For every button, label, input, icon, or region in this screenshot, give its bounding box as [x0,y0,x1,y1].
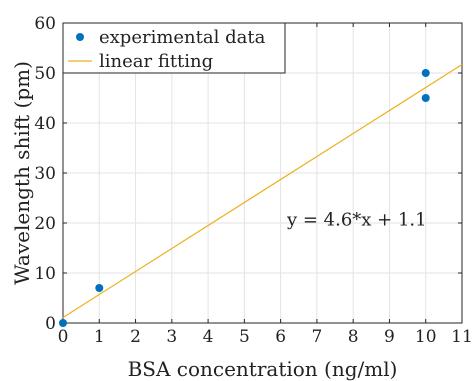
x-tick-label: 8 [348,327,359,347]
x-tick-label: 9 [384,327,395,347]
data-point [421,69,430,77]
y-tick-label: 50 [34,64,56,84]
x-tick-label: 10 [415,327,437,347]
legend: experimental data linear fitting [62,22,286,74]
x-tick-label: 7 [311,327,322,347]
y-tick-label: 60 [34,14,56,34]
x-tick-label: 1 [94,327,105,347]
annotations: y = 4.6*x + 1.1 [286,210,427,231]
y-tick-label: 0 [45,314,56,334]
y-axis-label: Wavelength shift (pm) [10,61,34,285]
legend-box [62,22,286,74]
x-tick-label: 3 [166,327,177,347]
x-tick-label: 5 [239,327,250,347]
x-axis-ticks: 0 1 2 3 4 5 6 7 8 9 10 11 [58,23,473,347]
data-point [421,94,430,102]
data-point [95,284,104,292]
y-axis-ticks: 0 10 20 30 40 50 60 [34,14,462,334]
x-axis-label: BSA concentration (ng/ml) [128,357,398,381]
data-point [59,319,67,327]
legend-marker-experimental-data [76,33,84,41]
fit-line [62,63,463,319]
legend-label-linear-fitting: linear fitting [99,51,213,72]
y-tick-label: 20 [34,214,56,234]
fit-line-group [62,63,463,319]
x-tick-label: 2 [130,327,141,347]
legend-label-experimental-data: experimental data [99,27,266,48]
y-tick-label: 30 [34,164,56,184]
y-tick-label: 40 [34,114,56,134]
x-tick-label: 6 [275,327,286,347]
y-tick-label: 10 [34,264,56,284]
data-points [59,69,430,327]
x-tick-label: 0 [58,327,69,347]
x-tick-label: 11 [451,327,473,347]
equation-annotation: y = 4.6*x + 1.1 [286,210,427,231]
x-tick-label: 4 [203,327,214,347]
